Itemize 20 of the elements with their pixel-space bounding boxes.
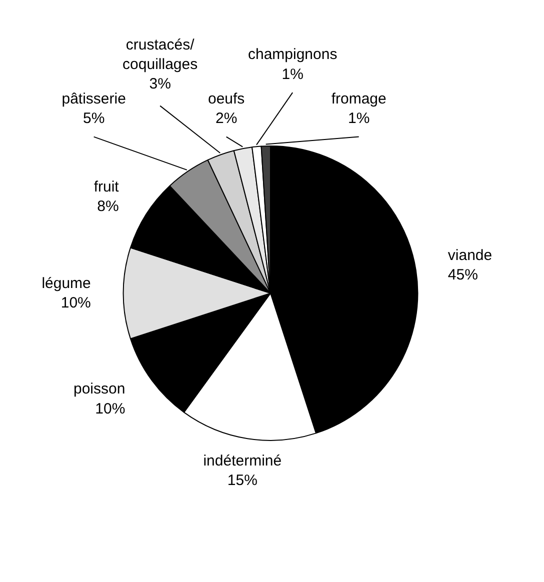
slice-label: pâtisserie [62, 90, 126, 108]
slice-label: viande [448, 246, 492, 264]
data-label: 8% [97, 198, 119, 216]
data-label: 1% [282, 66, 304, 83]
slice-label: oeufs [208, 90, 245, 108]
slice-label: légume [42, 274, 91, 292]
data-label: 10% [60, 294, 91, 312]
data-label: 1% [348, 110, 370, 128]
data-label: 5% [82, 110, 105, 128]
data-label: 3% [149, 76, 171, 93]
slice-label: champignons [248, 46, 338, 64]
data-label: 15% [227, 472, 258, 490]
slice-label: fromage [331, 90, 386, 108]
slice-label: poisson [73, 380, 126, 398]
slice-label: crustacés/coquillages [122, 36, 198, 74]
data-label: 2% [215, 110, 238, 128]
data-label: 45% [448, 266, 478, 284]
data-label: 10% [95, 400, 126, 418]
slice-label: indéterminé [203, 452, 282, 470]
slice-label: fruit [94, 178, 120, 196]
